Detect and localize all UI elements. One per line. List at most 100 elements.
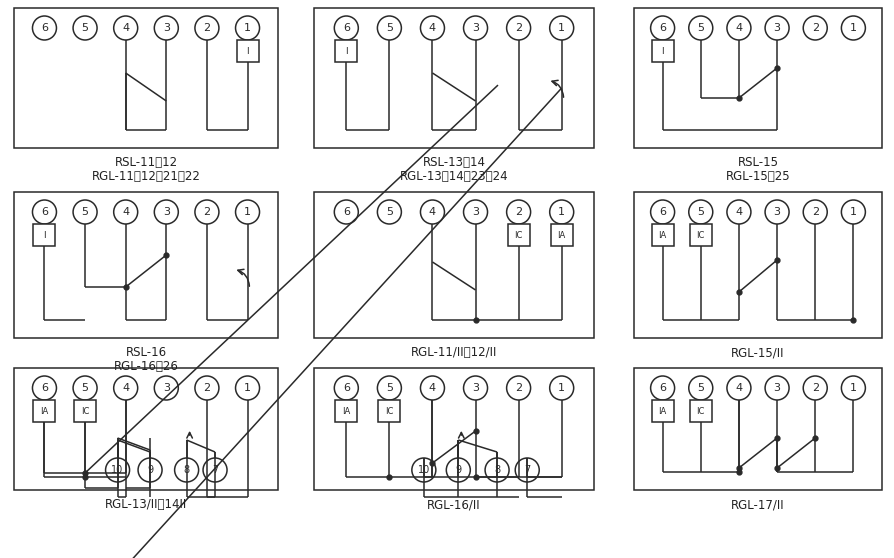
Text: IA: IA: [557, 230, 565, 239]
Text: RGL-17/II: RGL-17/II: [730, 498, 784, 511]
Text: 2: 2: [811, 207, 818, 217]
Text: 1: 1: [849, 23, 856, 33]
Text: 1: 1: [558, 383, 564, 393]
Text: 3: 3: [772, 23, 780, 33]
Text: RGL-11、12、21、22: RGL-11、12、21、22: [91, 170, 200, 183]
Text: 3: 3: [471, 207, 478, 217]
Bar: [314, 192, 594, 338]
Bar: [378, 400, 400, 422]
Text: 5: 5: [81, 383, 89, 393]
Bar: [651, 400, 673, 422]
Text: 2: 2: [811, 23, 818, 33]
Text: 5: 5: [81, 23, 89, 33]
Text: 4: 4: [735, 23, 742, 33]
Bar: [14, 8, 278, 148]
Bar: [689, 224, 711, 246]
Text: RGL-16、26: RGL-16、26: [114, 360, 178, 373]
Bar: [633, 368, 881, 490]
Text: 3: 3: [471, 23, 478, 33]
Text: I: I: [661, 46, 663, 55]
Text: 6: 6: [41, 23, 48, 33]
Text: 10: 10: [417, 465, 429, 475]
Text: 5: 5: [81, 207, 89, 217]
Text: RSL-13、14: RSL-13、14: [422, 156, 485, 169]
Text: 2: 2: [811, 383, 818, 393]
Text: 8: 8: [493, 465, 500, 475]
Text: IC: IC: [80, 406, 89, 416]
Text: 1: 1: [244, 23, 250, 33]
Text: 7: 7: [212, 465, 218, 475]
Bar: [314, 8, 594, 148]
Text: IA: IA: [40, 406, 48, 416]
Text: 3: 3: [772, 207, 780, 217]
Text: IC: IC: [384, 406, 393, 416]
Text: 1: 1: [244, 383, 250, 393]
Text: 4: 4: [735, 383, 742, 393]
Bar: [689, 400, 711, 422]
Text: 1: 1: [849, 383, 856, 393]
Text: RGL-11/II、12/II: RGL-11/II、12/II: [410, 346, 497, 359]
Text: 3: 3: [163, 23, 170, 33]
Text: IA: IA: [342, 406, 350, 416]
Text: 6: 6: [41, 207, 48, 217]
Bar: [633, 8, 881, 148]
Text: 4: 4: [428, 23, 435, 33]
Text: 5: 5: [385, 383, 392, 393]
Bar: [651, 40, 673, 62]
Text: 6: 6: [342, 23, 350, 33]
Text: RSL-15: RSL-15: [737, 156, 778, 169]
Text: 9: 9: [455, 465, 460, 475]
Text: I: I: [344, 46, 347, 55]
Bar: [74, 400, 96, 422]
Text: 4: 4: [122, 383, 129, 393]
Text: I: I: [246, 46, 249, 55]
Text: 10: 10: [112, 465, 123, 475]
Text: RGL-13/II、14II: RGL-13/II、14II: [105, 498, 187, 511]
Text: IC: IC: [514, 230, 522, 239]
Text: 1: 1: [558, 23, 564, 33]
Text: 3: 3: [772, 383, 780, 393]
Text: 5: 5: [696, 23, 704, 33]
Text: RSL-16: RSL-16: [125, 346, 166, 359]
Bar: [507, 224, 529, 246]
Bar: [633, 192, 881, 338]
Text: I: I: [43, 230, 46, 239]
Text: RGL-13、14、23、24: RGL-13、14、23、24: [400, 170, 508, 183]
Text: IA: IA: [658, 406, 666, 416]
Text: 2: 2: [514, 383, 521, 393]
Text: 8: 8: [183, 465, 190, 475]
Text: 3: 3: [163, 383, 170, 393]
Text: 2: 2: [203, 23, 210, 33]
Bar: [236, 40, 258, 62]
Bar: [14, 192, 278, 338]
Text: 3: 3: [163, 207, 170, 217]
Text: 1: 1: [558, 207, 564, 217]
Text: 4: 4: [428, 383, 435, 393]
Text: 9: 9: [147, 465, 153, 475]
Text: 7: 7: [524, 465, 530, 475]
Text: 2: 2: [514, 23, 521, 33]
Text: RGL-15、25: RGL-15、25: [725, 170, 789, 183]
Text: 6: 6: [658, 383, 665, 393]
Text: 1: 1: [849, 207, 856, 217]
Text: 4: 4: [122, 207, 129, 217]
Bar: [335, 40, 357, 62]
Text: 6: 6: [41, 383, 48, 393]
Text: RGL-16/II: RGL-16/II: [426, 498, 480, 511]
Text: 1: 1: [244, 207, 250, 217]
Text: 2: 2: [514, 207, 521, 217]
Text: 6: 6: [658, 207, 665, 217]
Text: 2: 2: [203, 383, 210, 393]
Text: 5: 5: [385, 23, 392, 33]
Text: 4: 4: [122, 23, 129, 33]
Bar: [550, 224, 572, 246]
Bar: [14, 368, 278, 490]
Text: IC: IC: [696, 230, 704, 239]
Text: 3: 3: [471, 383, 478, 393]
Text: 5: 5: [696, 383, 704, 393]
Text: RGL-15/II: RGL-15/II: [730, 346, 784, 359]
Bar: [33, 400, 55, 422]
Text: RSL-11、12: RSL-11、12: [114, 156, 177, 169]
Text: IC: IC: [696, 406, 704, 416]
Text: 4: 4: [428, 207, 435, 217]
